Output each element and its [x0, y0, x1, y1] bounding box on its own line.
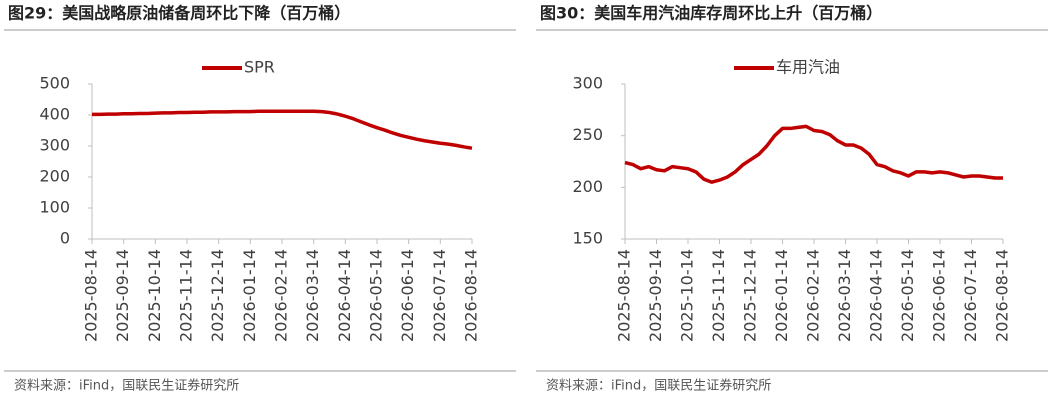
x-tick-label: 2025-08-14 [82, 249, 101, 342]
x-tick-label: 2025-10-14 [145, 249, 164, 342]
y-tick-label: 300 [572, 74, 603, 93]
y-tick-label: 200 [572, 177, 603, 196]
x-tick-label: 2026-05-14 [898, 249, 917, 342]
y-tick-label: 200 [39, 167, 70, 186]
line [624, 124, 1003, 184]
x-tick-label: 2025-11-14 [177, 249, 196, 342]
x-tick-label: 2025-12-14 [208, 249, 227, 342]
x-tick-label: 2026-03-14 [835, 249, 854, 342]
y-tick-label: 250 [572, 125, 603, 144]
chart-title: 图29：美国战略原油储备周环比下降（百万桶） [8, 4, 350, 23]
y-tick-label: 400 [39, 105, 70, 124]
x-tick-label: 2026-06-14 [930, 249, 949, 342]
x-tick-label: 2026-01-14 [772, 249, 791, 342]
chart-title: 图30：美国车用汽油库存周环比上升（百万桶） [540, 4, 882, 23]
x-tick-label: 2026-08-14 [462, 249, 481, 342]
source-note: 资料来源：iFind，国联民生证券研究所 [546, 378, 771, 394]
x-tick-label: 2025-09-14 [646, 249, 665, 342]
y-tick-label: 150 [572, 229, 603, 248]
x-tick-label: 2026-05-14 [367, 249, 386, 342]
x-tick-label: 2026-03-14 [303, 249, 322, 342]
x-tick-label: 2025-08-14 [615, 249, 634, 342]
legend-label: 车用汽油 [776, 58, 840, 77]
x-tick-label: 2026-07-14 [961, 249, 980, 342]
x-tick-label: 2025-10-14 [678, 249, 697, 342]
x-tick-label: 2026-02-14 [272, 249, 291, 342]
x-tick-label: 2026-06-14 [398, 249, 417, 342]
x-tick-label: 2026-04-14 [867, 249, 886, 342]
y-tick-label: 500 [39, 74, 70, 93]
x-tick-label: 2026-01-14 [240, 249, 259, 342]
line [92, 109, 473, 150]
x-tick-label: 2026-04-14 [335, 249, 354, 342]
x-tick-label: 2026-08-14 [993, 249, 1012, 342]
x-tick-label: 2026-07-14 [430, 249, 449, 342]
x-tick-label: 2025-11-14 [709, 249, 728, 342]
x-tick-label: 2025-12-14 [741, 249, 760, 342]
y-tick-label: 100 [39, 198, 70, 217]
x-tick-label: 2026-02-14 [804, 249, 823, 342]
x-tick-label: 2025-09-14 [113, 249, 132, 342]
legend-label: SPR [244, 58, 275, 77]
y-tick-label: 300 [39, 136, 70, 155]
y-tick-label: 0 [60, 229, 70, 248]
source-note: 资料来源：iFind，国联民生证券研究所 [14, 378, 239, 394]
